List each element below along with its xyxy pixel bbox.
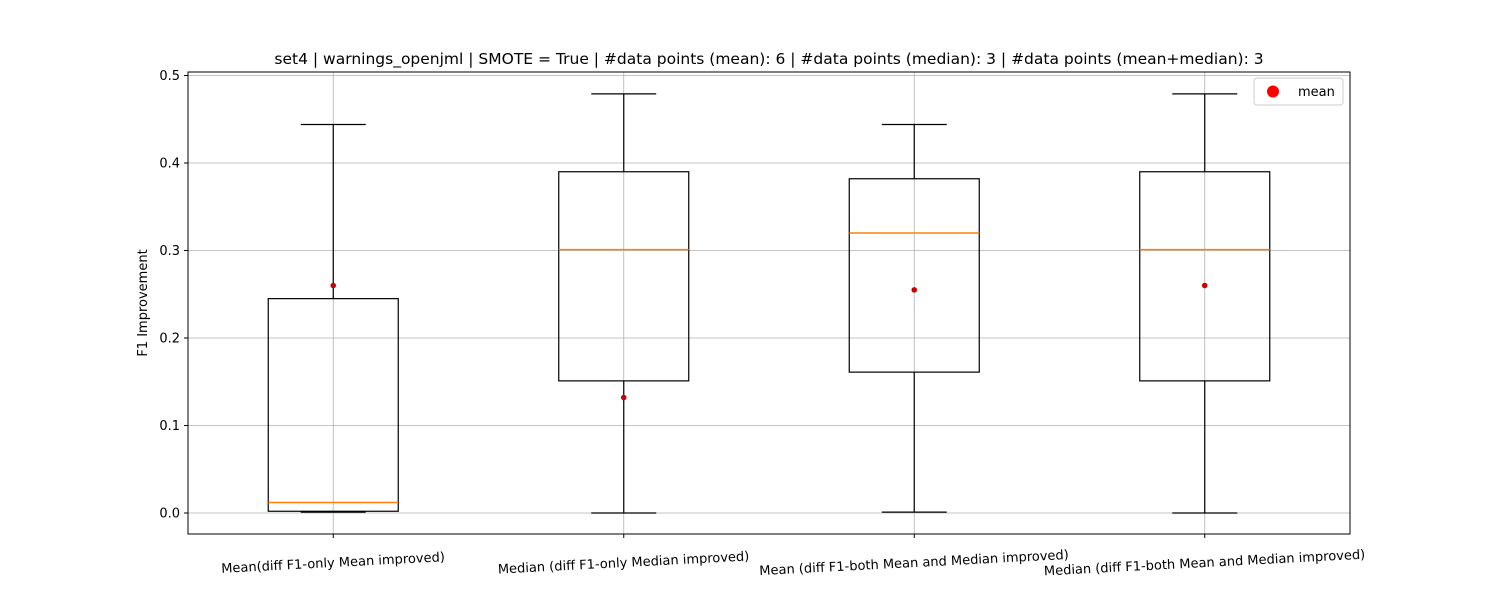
mean-point [330, 282, 337, 289]
iqr-box [1139, 171, 1271, 382]
chart-title: set4 | warnings_openjml | SMOTE = True |… [274, 50, 1263, 69]
plot-frame [187, 71, 1351, 535]
y-tick-label: 0.5 [159, 69, 180, 84]
legend-mean-marker [1267, 85, 1279, 98]
legend-mean-label: mean [1298, 85, 1335, 100]
y-tick-label: 0.3 [159, 244, 180, 259]
mean-point [911, 287, 918, 293]
y-axis-label: F1 Improvement [136, 249, 151, 356]
legend: mean [1253, 77, 1344, 106]
y-tick-label: 0.0 [159, 507, 180, 522]
legend-frame [1253, 77, 1344, 106]
iqr-box [848, 178, 980, 373]
y-tick-label: 0.1 [159, 419, 180, 434]
iqr-box [558, 171, 690, 382]
y-tick-label: 0.2 [159, 332, 180, 347]
iqr-box [267, 298, 399, 512]
box-layer [267, 93, 1271, 514]
mean-point [1201, 282, 1208, 289]
mean-point [620, 394, 627, 401]
y-tick-label: 0.4 [159, 157, 180, 172]
